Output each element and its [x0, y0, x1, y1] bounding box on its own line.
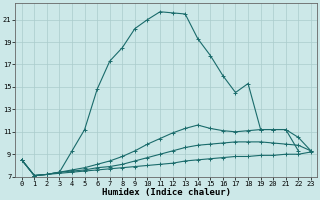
X-axis label: Humidex (Indice chaleur): Humidex (Indice chaleur): [102, 188, 231, 197]
